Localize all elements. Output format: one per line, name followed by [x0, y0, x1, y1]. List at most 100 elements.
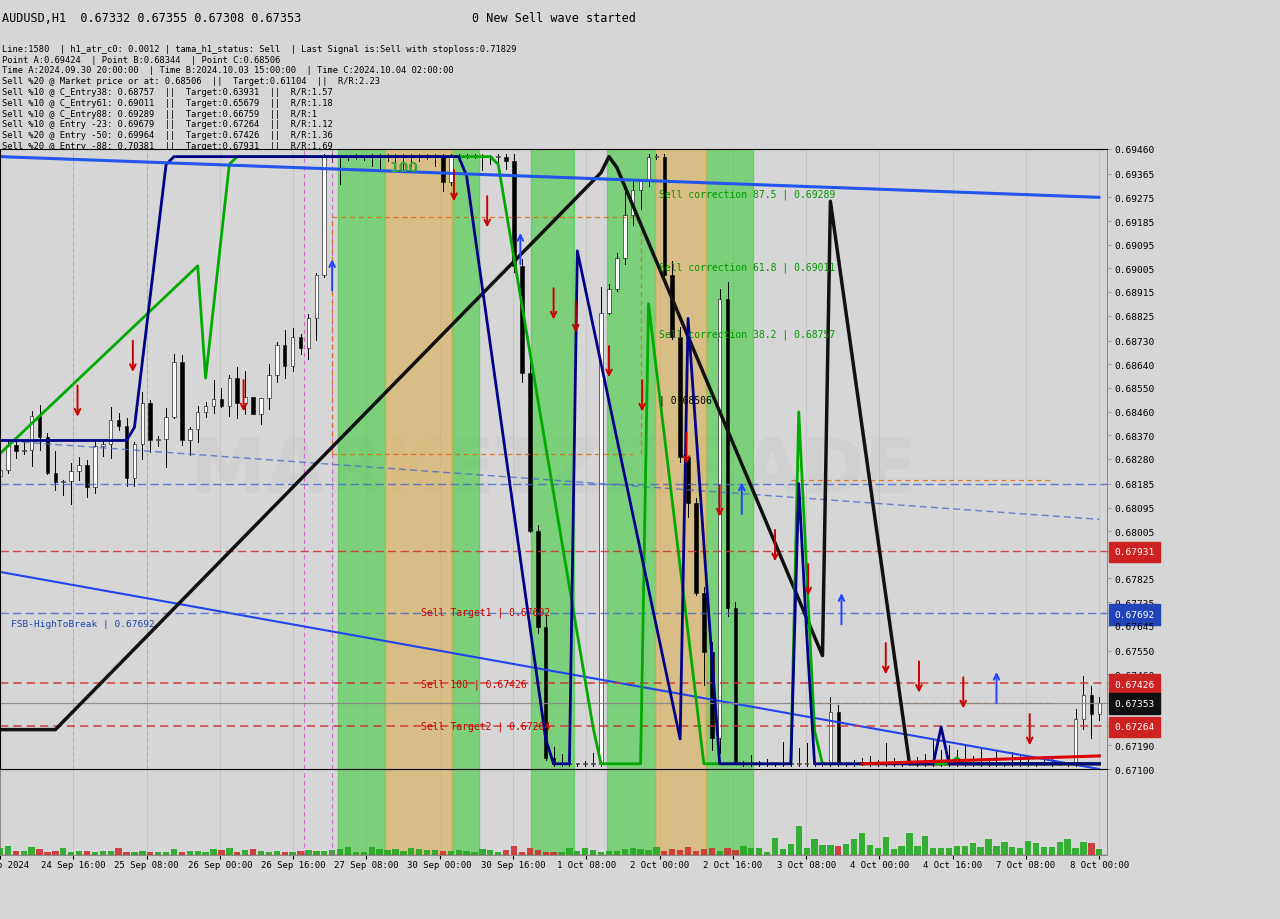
- Bar: [361, 852, 367, 855]
- Bar: [707, 769, 753, 855]
- Bar: [1018, 848, 1024, 855]
- Bar: [60, 848, 67, 855]
- Bar: [242, 850, 248, 855]
- Bar: [703, 594, 705, 652]
- Bar: [228, 379, 232, 407]
- Bar: [710, 652, 713, 739]
- Bar: [147, 852, 154, 855]
- Bar: [1065, 839, 1071, 855]
- Bar: [1074, 720, 1078, 764]
- Bar: [700, 849, 707, 855]
- Bar: [605, 852, 612, 855]
- Text: Sell %10 @ C_Entry38: 0.68757  ||  Target:0.63931  ||  R/R:1.57: Sell %10 @ C_Entry38: 0.68757 || Target:…: [3, 88, 333, 96]
- Bar: [353, 852, 360, 855]
- Bar: [83, 851, 90, 855]
- Bar: [986, 839, 992, 855]
- Bar: [607, 769, 655, 855]
- Bar: [1033, 844, 1039, 855]
- Text: Sell %20 @ Entry -50: 0.69964  ||  Target:0.67426  ||  R/R:1.36: Sell %20 @ Entry -50: 0.69964 || Target:…: [3, 131, 333, 140]
- Bar: [123, 852, 129, 855]
- Bar: [599, 313, 603, 764]
- Bar: [575, 851, 581, 855]
- Bar: [54, 473, 58, 482]
- Bar: [69, 471, 73, 482]
- Bar: [315, 276, 319, 319]
- Bar: [724, 848, 731, 855]
- Text: Sell correction 61.8 | 0.69011: Sell correction 61.8 | 0.69011: [659, 262, 835, 273]
- Bar: [188, 429, 192, 440]
- Bar: [401, 851, 407, 855]
- Bar: [535, 850, 541, 855]
- Bar: [250, 849, 256, 855]
- Bar: [582, 848, 589, 855]
- Text: Sell %10 @ Entry -23: 0.69679  ||  Target:0.67264  ||  R/R:1.12: Sell %10 @ Entry -23: 0.69679 || Target:…: [3, 120, 333, 130]
- Bar: [726, 300, 730, 608]
- Bar: [463, 851, 470, 855]
- Bar: [298, 337, 302, 348]
- Bar: [1048, 846, 1055, 855]
- Bar: [978, 847, 984, 855]
- Bar: [827, 845, 833, 855]
- Bar: [686, 457, 690, 503]
- Bar: [314, 851, 320, 855]
- Bar: [1041, 847, 1047, 855]
- Bar: [52, 851, 59, 855]
- Bar: [883, 837, 888, 855]
- Text: Sell %10 @ C_Entry88: 0.69289  ||  Target:0.66759  ||  R/R:1: Sell %10 @ C_Entry88: 0.69289 || Target:…: [3, 109, 317, 119]
- Bar: [630, 848, 636, 855]
- Text: Time A:2024.09.30 20:00:00  | Time B:2024.10.03 15:00:00  | Time C:2024.10.04 02: Time A:2024.09.30 20:00:00 | Time B:2024…: [3, 66, 453, 75]
- Bar: [590, 850, 596, 855]
- Bar: [297, 851, 303, 855]
- Bar: [488, 850, 494, 855]
- Bar: [155, 852, 161, 855]
- Bar: [1080, 842, 1087, 855]
- Bar: [607, 290, 611, 313]
- Bar: [828, 712, 832, 764]
- Bar: [639, 181, 643, 190]
- Bar: [718, 300, 722, 739]
- Bar: [756, 847, 763, 855]
- Bar: [663, 157, 666, 276]
- Bar: [616, 259, 618, 290]
- Bar: [385, 769, 452, 855]
- Bar: [707, 150, 753, 769]
- Bar: [305, 850, 311, 855]
- Bar: [637, 849, 644, 855]
- Bar: [558, 852, 564, 855]
- Bar: [709, 848, 716, 855]
- Bar: [179, 852, 186, 855]
- Bar: [77, 466, 81, 471]
- Bar: [109, 421, 113, 445]
- Bar: [529, 374, 531, 532]
- Bar: [0, 847, 3, 855]
- Bar: [732, 850, 739, 855]
- Bar: [424, 849, 430, 855]
- Bar: [504, 157, 508, 162]
- Bar: [804, 847, 810, 855]
- Bar: [68, 852, 74, 855]
- Bar: [164, 417, 168, 439]
- Bar: [5, 846, 12, 855]
- Bar: [283, 346, 287, 367]
- Bar: [196, 413, 200, 429]
- Bar: [100, 852, 106, 855]
- Bar: [531, 769, 573, 855]
- Bar: [440, 851, 445, 855]
- Bar: [376, 849, 383, 855]
- Bar: [867, 845, 873, 855]
- Bar: [685, 847, 691, 855]
- Bar: [170, 849, 177, 855]
- Bar: [819, 845, 826, 855]
- Bar: [163, 852, 169, 855]
- Bar: [448, 851, 454, 855]
- Bar: [471, 852, 477, 855]
- Bar: [1009, 846, 1015, 855]
- Bar: [220, 400, 223, 407]
- Bar: [1056, 842, 1062, 855]
- Text: Sell 100 | 0.67426: Sell 100 | 0.67426: [421, 678, 526, 689]
- Bar: [344, 846, 351, 855]
- Bar: [598, 852, 604, 855]
- Bar: [544, 628, 548, 758]
- Bar: [243, 397, 247, 403]
- Bar: [1082, 696, 1085, 720]
